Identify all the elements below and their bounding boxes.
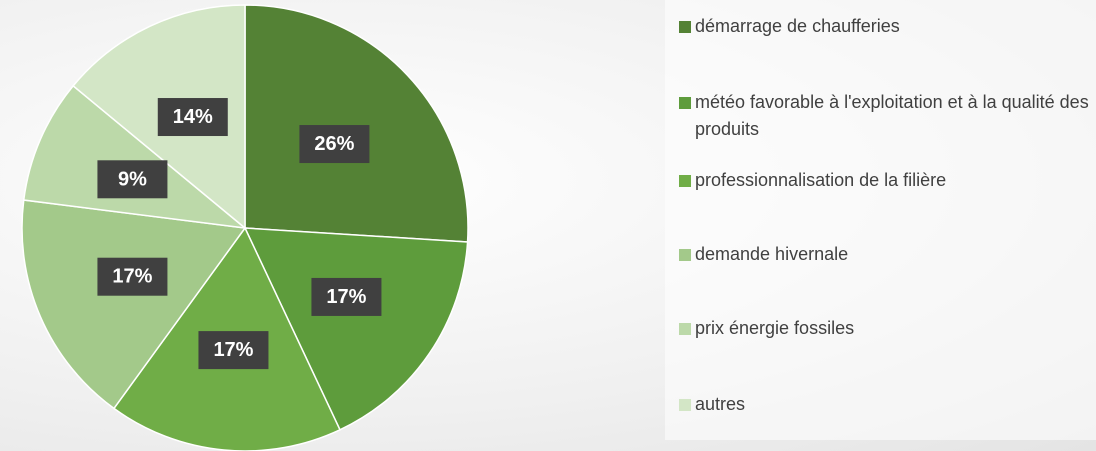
data-label-box: [97, 257, 168, 296]
legend-label: professionnalisation de la filière: [695, 170, 947, 190]
legend-swatch: [679, 249, 691, 261]
data-label-text: 9%: [118, 168, 147, 190]
pie-area: 26% 17% 17% 17% 9% 14%: [21, 4, 469, 451]
data-label-text: 17%: [326, 286, 366, 308]
legend-item: professionnalisation de la filière: [679, 167, 1095, 194]
legend-item: météo favorable à l'exploitation et à la…: [679, 89, 1095, 143]
data-label: 17%: [198, 331, 269, 370]
data-label-text: 26%: [314, 133, 354, 155]
data-label-box: [299, 125, 370, 164]
data-label-box: [97, 160, 168, 199]
legend-label: autres: [695, 394, 746, 414]
legend-label: démarrage de chaufferies: [695, 16, 900, 36]
data-label-text: 17%: [213, 339, 253, 361]
data-label-box: [311, 277, 382, 316]
pie-slice: [22, 84, 248, 230]
data-label: 9%: [97, 160, 168, 199]
data-label: 26%: [299, 125, 370, 164]
legend-swatch: [679, 21, 691, 33]
legend-label: météo favorable à l'exploitation et à la…: [695, 92, 1089, 139]
data-label: 14%: [157, 98, 228, 137]
data-label: 17%: [311, 277, 382, 316]
legend-swatch: [679, 97, 691, 109]
data-label-text: 17%: [112, 266, 152, 288]
legend-label: demande hivernale: [695, 244, 849, 264]
pie-slice: [244, 4, 469, 243]
legend-item: démarrage de chaufferies: [679, 13, 1095, 40]
legend: démarrage de chaufferies météo favorable …: [665, 0, 1096, 440]
data-label: 17%: [97, 257, 168, 296]
data-label-box: [157, 98, 228, 137]
legend-swatch: [679, 323, 691, 335]
legend-item: demande hivernale: [679, 241, 1095, 268]
legend-swatch: [679, 399, 691, 411]
legend-item: prix énergie fossiles: [679, 315, 1095, 342]
legend-swatch: [679, 175, 691, 187]
data-label-box: [198, 331, 269, 370]
data-label-text: 14%: [173, 106, 213, 128]
legend-item: autres: [679, 391, 1095, 418]
pie-slice: [21, 199, 247, 410]
pie-slice: [243, 227, 469, 431]
legend-label: prix énergie fossiles: [695, 318, 855, 338]
